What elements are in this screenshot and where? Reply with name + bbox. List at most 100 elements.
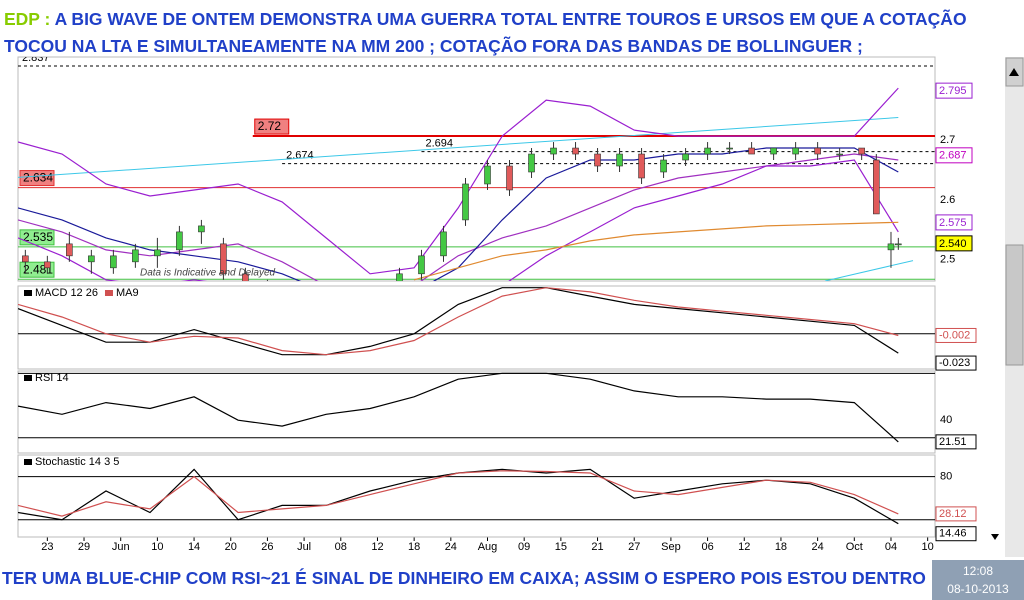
candle-body (154, 249, 161, 257)
candle-body (770, 147, 777, 155)
x-tick-label: Sep (661, 541, 681, 553)
candle-body (873, 159, 880, 215)
plot (18, 287, 935, 356)
x-tick-label: 23 (41, 541, 53, 553)
x-tick-label: Aug (478, 541, 498, 553)
x-tick-label: 20 (225, 541, 237, 553)
candle-body (836, 153, 843, 156)
level-label: 2.72 (258, 119, 282, 133)
x-tick-label: 06 (701, 541, 713, 553)
x-tick-label: 27 (628, 541, 640, 553)
last-label: -0.002 (939, 329, 970, 341)
legend-label: RSI 14 (35, 372, 69, 384)
candle-body (726, 147, 733, 150)
candle-body (22, 255, 29, 263)
candle-body (242, 273, 249, 281)
line (18, 287, 899, 356)
line (18, 372, 899, 443)
x-tick-label: 15 (555, 541, 567, 553)
last-label: 21.51 (939, 436, 967, 448)
last-box (935, 434, 977, 450)
line (18, 159, 899, 281)
x-tick-label: 24 (445, 541, 457, 553)
level-box (19, 229, 55, 246)
x-tick-label: 10 (151, 541, 163, 553)
candle-body (396, 273, 403, 281)
candle-body (66, 243, 73, 257)
plot (18, 372, 935, 443)
y-tick-label: 2.5 (940, 254, 955, 266)
time: 12:08 (962, 564, 994, 578)
y-tick-label: 2.6 (940, 194, 955, 206)
line (18, 117, 899, 178)
level-box (19, 170, 55, 187)
plot (18, 468, 935, 525)
candle-body (594, 153, 601, 167)
x-tick-label: 21 (591, 541, 603, 553)
level-label: 2.535 (23, 230, 53, 244)
level-box (254, 118, 290, 135)
x-tick-label: 10 (922, 541, 934, 553)
price-box (935, 214, 973, 231)
candle-body (484, 165, 491, 185)
candle-body (792, 147, 799, 155)
candle-body (220, 243, 227, 275)
candle-body (682, 153, 689, 161)
candle-body (616, 153, 623, 167)
line (18, 87, 899, 275)
x-tick-label: 26 (261, 541, 273, 553)
level-label: 2.634 (23, 171, 53, 185)
x-tick-label: 18 (408, 541, 420, 553)
x-tick-label: 14 (188, 541, 200, 553)
level-label: 2.694 (425, 138, 453, 150)
line (18, 470, 899, 517)
candle-body (132, 249, 139, 263)
clock: 12:08 08-10-2013 (932, 560, 1024, 600)
candle-body (418, 255, 425, 275)
last-box (935, 506, 977, 522)
panel-frame (17, 285, 936, 370)
candle-body (704, 147, 711, 155)
last-label: 28.12 (939, 508, 967, 520)
watermark: Data is Indicative and Delayed (140, 268, 276, 279)
y-tick-label: 80 (940, 470, 952, 482)
legend-swatch (24, 290, 32, 296)
candle-body (858, 147, 865, 155)
legend-swatch (104, 290, 113, 296)
legend-swatch (24, 459, 32, 465)
candle-body (887, 243, 895, 251)
x-tick-label: 04 (885, 541, 897, 553)
arrow-icon (991, 534, 999, 540)
x-tick-label: 09 (518, 541, 530, 553)
candle-body (638, 153, 645, 179)
last-box (935, 327, 977, 343)
price-box (935, 147, 973, 164)
candle-body (462, 183, 469, 221)
y-tick-label: 2.7 (940, 134, 955, 146)
panel-frame (17, 454, 936, 538)
header: EDP : A BIG WAVE DE ONTEM DEMONSTRA UMA … (4, 6, 1004, 60)
x-tick-label: 29 (78, 541, 90, 553)
candle-body (814, 147, 821, 155)
last-label: -0.023 (939, 357, 970, 369)
header-line: TOCOU NA LTA E SIMULTANEAMENTE NA MM 200… (4, 36, 863, 56)
line (18, 287, 899, 356)
x-tick-label: 18 (775, 541, 787, 553)
scroll-thumb[interactable] (1005, 244, 1024, 366)
candle-body (88, 255, 95, 263)
x-tick-label: Jul (297, 541, 311, 553)
legend-label: MACD 12 26 (35, 287, 98, 299)
x-tick-label: 24 (811, 541, 823, 553)
x-tick-label: Oct (846, 541, 863, 553)
panel-frame (17, 370, 936, 454)
panel-frame (17, 56, 936, 282)
candle-body (198, 225, 205, 233)
x-tick-label: 08 (335, 541, 347, 553)
candle-body (572, 147, 579, 155)
price-label: 2.540 (939, 238, 967, 250)
candle-body (110, 255, 117, 269)
y-tick-label: 40 (940, 414, 952, 426)
line (413, 221, 899, 281)
